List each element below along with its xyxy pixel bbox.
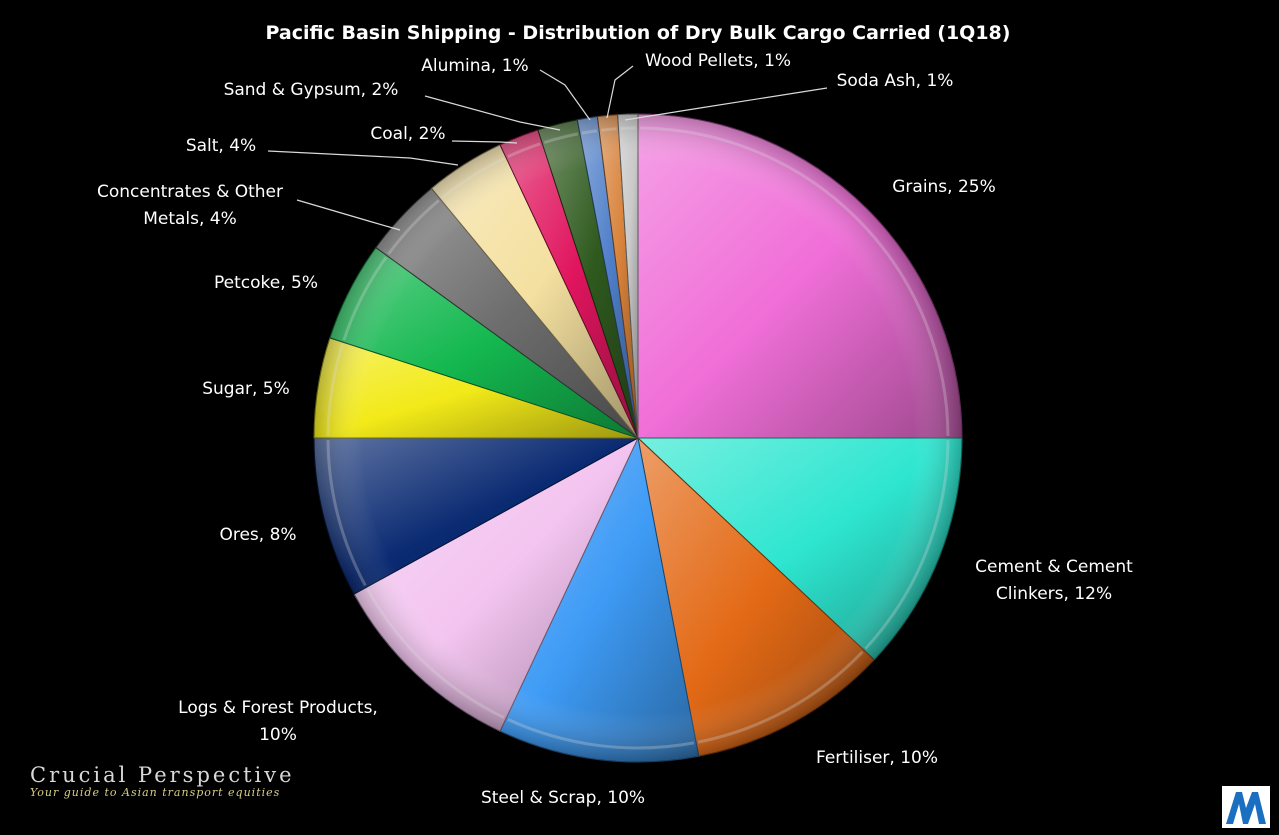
pie-slices — [313, 113, 963, 763]
slice-label-line: 10% — [259, 725, 297, 745]
slice-label-coal: Coal, 2% — [370, 124, 445, 144]
slice-label-line: Sand & Gypsum, 2% — [224, 80, 399, 100]
leader-line-coal — [451, 140, 518, 144]
leader-line-sand — [424, 95, 561, 131]
leader-line-concentrates — [296, 199, 401, 231]
slice-label-line: Metals, 4% — [143, 209, 237, 229]
slice-label-sugar: Sugar, 5% — [202, 379, 290, 399]
slice-label-concentrates: Concentrates & Other Metals, 4% — [97, 182, 283, 229]
slice-label-soda: Soda Ash, 1% — [837, 71, 954, 91]
slice-label-sand: Sand & Gypsum, 2% — [224, 80, 399, 100]
leader-lines — [267, 65, 828, 231]
slice-label-alumina: Alumina, 1% — [421, 56, 528, 76]
leader-line-alumina — [539, 69, 591, 121]
slice-labels: Grains, 25% Cement & Cement Clinkers, 12% F… — [97, 51, 1133, 808]
leader-line-salt — [267, 150, 459, 166]
slice-label-line: Salt, 4% — [186, 136, 256, 156]
leader-line-wood — [606, 65, 634, 119]
slice-label-steel: Steel & Scrap, 10% — [481, 788, 645, 808]
pie-gloss — [314, 114, 962, 762]
logo-mark-icon — [1226, 792, 1266, 824]
slice-label-line: Soda Ash, 1% — [837, 71, 954, 91]
slice-label-cement: Cement & Cement Clinkers, 12% — [975, 557, 1133, 604]
slice-label-line: Grains, 25% — [892, 177, 996, 197]
slice-label-fertiliser: Fertiliser, 10% — [816, 748, 938, 768]
slice-label-salt: Salt, 4% — [186, 136, 256, 156]
slice-label-line: Petcoke, 5% — [214, 273, 318, 293]
slice-label-line: Sugar, 5% — [202, 379, 290, 399]
slice-label-line: Clinkers, 12% — [996, 584, 1112, 604]
slice-label-grains: Grains, 25% — [892, 177, 996, 197]
leader-line-soda — [624, 87, 828, 121]
slice-label-line: Cement & Cement — [975, 557, 1133, 577]
brand-logo-icon — [1222, 786, 1270, 828]
slice-label-ores: Ores, 8% — [219, 525, 296, 545]
slice-label-line: Coal, 2% — [370, 124, 445, 144]
slice-label-line: Concentrates & Other — [97, 182, 283, 202]
slice-label-line: Logs & Forest Products, — [178, 698, 378, 718]
slice-label-wood: Wood Pellets, 1% — [645, 51, 791, 71]
slice-label-line: Wood Pellets, 1% — [645, 51, 791, 71]
slice-label-logs: Logs & Forest Products, 10% — [178, 698, 378, 745]
slice-label-line: Fertiliser, 10% — [816, 748, 938, 768]
brand-tagline: Your guide to Asian transport equities — [30, 786, 281, 799]
slice-label-line: Alumina, 1% — [421, 56, 528, 76]
chart-title: Pacific Basin Shipping - Distribution of… — [266, 22, 1011, 44]
slice-label-line: Steel & Scrap, 10% — [481, 788, 645, 808]
brand-watermark: Crucial Perspective Your guide to Asian … — [30, 764, 295, 799]
slice-label-petcoke: Petcoke, 5% — [214, 273, 318, 293]
slice-label-line: Ores, 8% — [219, 525, 296, 545]
brand-name: Crucial Perspective — [30, 763, 295, 787]
